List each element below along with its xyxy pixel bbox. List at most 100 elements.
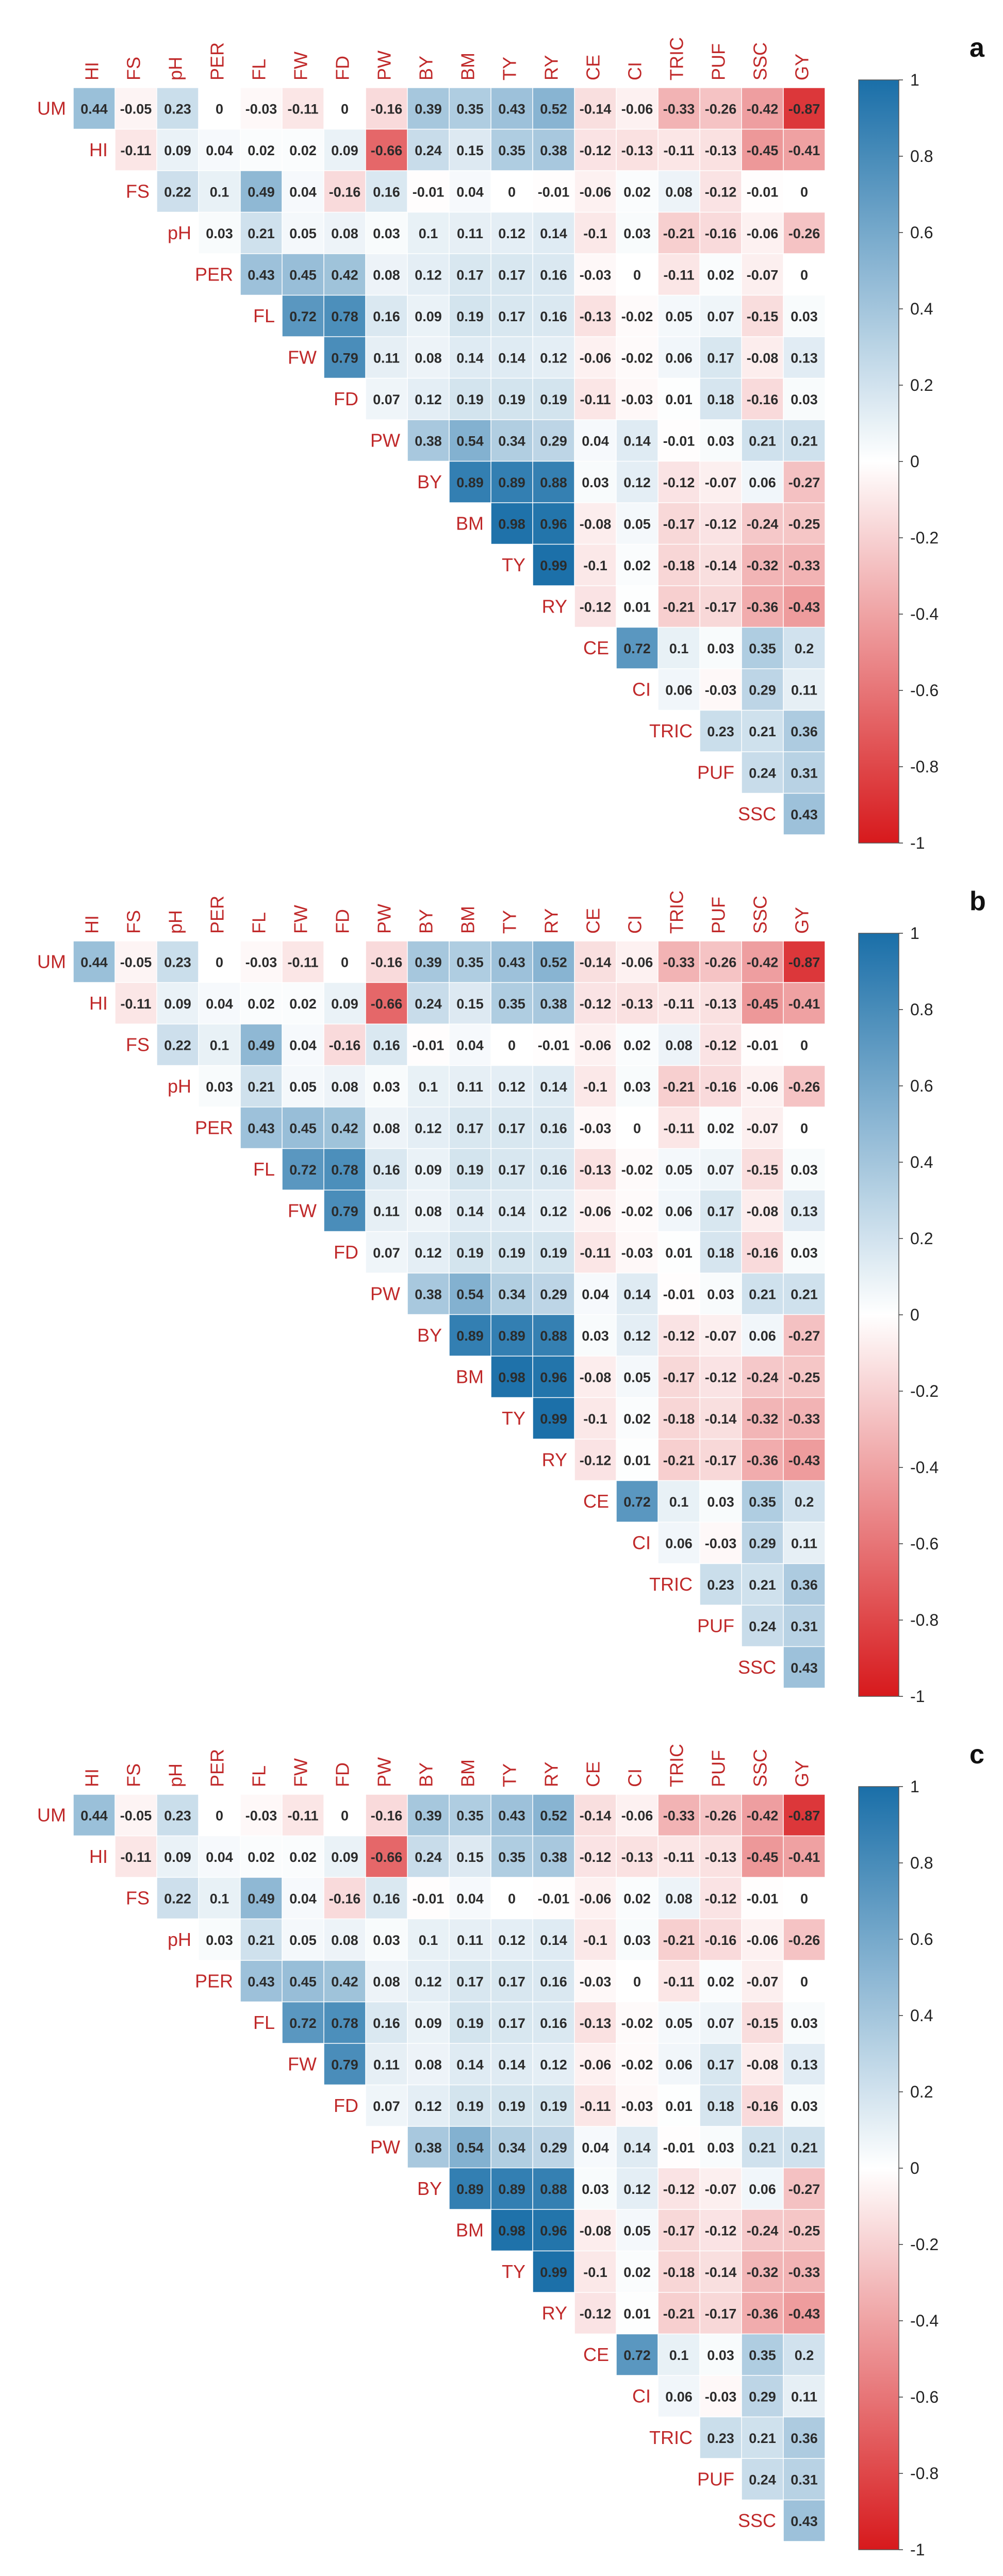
heatmap-cell (282, 254, 324, 295)
heatmap-cell (491, 88, 533, 129)
colorbar (858, 933, 899, 1697)
cell-value-label: 0.12 (498, 1079, 525, 1095)
cell-value-label: -0.1 (583, 1079, 607, 1095)
heatmap-cell (574, 337, 616, 378)
cell-value-label: 0.23 (164, 1808, 191, 1823)
cell-value-label: 0.03 (623, 1079, 651, 1095)
heatmap-cell (783, 2375, 825, 2417)
cell-value-label: -0.05 (120, 101, 152, 117)
cell-value-label: 0.02 (623, 1411, 651, 1427)
heatmap-cell (324, 983, 366, 1024)
column-label: SSC (750, 896, 771, 934)
cell-value-label: 0.08 (331, 1933, 358, 1948)
heatmap-cell (783, 1481, 825, 1522)
heatmap-cell (366, 1024, 407, 1065)
heatmap-cell (783, 2500, 825, 2541)
column-label: PW (374, 51, 395, 80)
cell-value-label: 0.35 (749, 2348, 776, 2363)
cell-value-label: 0.21 (791, 433, 818, 449)
heatmap-cell (783, 1877, 825, 1919)
cell-value-label: 0.03 (582, 2182, 609, 2197)
cell-value-label: -0.16 (747, 392, 779, 407)
heatmap-cell (199, 129, 240, 171)
heatmap-cell (324, 2002, 366, 2043)
row-label: RY (542, 1449, 567, 1470)
heatmap-cell (533, 503, 574, 544)
cell-value-label: 0.11 (791, 1535, 817, 1551)
colorbar-tick-label: 0 (910, 1306, 919, 1324)
heatmap-cell (199, 171, 240, 212)
column-label: FS (123, 910, 144, 934)
cell-value-label: 0.15 (456, 1850, 484, 1865)
row-label: TY (502, 2261, 525, 2282)
heatmap-cell (240, 1024, 282, 1065)
cell-value-label: 0.03 (791, 392, 818, 407)
cell-value-label: 0.02 (248, 1850, 275, 1865)
heatmap-cell (700, 1439, 742, 1480)
cell-value-label: 0.08 (415, 1203, 442, 1219)
cell-value-label: -0.26 (788, 226, 820, 241)
heatmap-cell (783, 1190, 825, 1231)
column-label: FS (123, 1763, 144, 1787)
heatmap-cell (574, 1836, 616, 1877)
row-label: pH (168, 222, 191, 243)
heatmap-cell (616, 1481, 658, 1522)
heatmap-cell (449, 2126, 491, 2168)
heatmap-cell (783, 461, 825, 503)
cell-value-label: 0.1 (210, 1037, 229, 1053)
cell-value-label: -0.26 (705, 1808, 737, 1823)
heatmap-cell (616, 1315, 658, 1356)
cell-value-label: 0.72 (289, 2016, 317, 2031)
cell-value-label: 0.14 (498, 2057, 525, 2072)
heatmap-cell (407, 941, 449, 982)
heatmap-cell (783, 2126, 825, 2168)
heatmap-cell (783, 2458, 825, 2500)
heatmap-cell (157, 941, 199, 982)
heatmap-cell (407, 212, 449, 254)
heatmap-cell (282, 1836, 324, 1877)
heatmap-cell (240, 1107, 282, 1148)
heatmap-cell (73, 88, 115, 129)
heatmap-cell (199, 88, 240, 129)
heatmap-cell (157, 1794, 199, 1836)
heatmap-cell (574, 420, 616, 461)
cell-value-label: -0.02 (621, 2057, 653, 2072)
heatmap-cell (407, 420, 449, 461)
cell-value-label: 0.34 (498, 1286, 525, 1302)
heatmap-cell (324, 88, 366, 129)
heatmap-cell (366, 1960, 407, 2002)
cell-value-label: 0.72 (289, 309, 317, 324)
heatmap-cell (324, 295, 366, 337)
heatmap-cell (700, 1232, 742, 1273)
heatmap-cell (783, 2002, 825, 2043)
cell-value-label: -0.07 (705, 2182, 737, 2197)
colorbar-tick-label: 0 (910, 2159, 919, 2177)
cell-value-label: -0.06 (580, 2057, 612, 2072)
cell-value-label: -0.17 (705, 599, 737, 615)
cell-value-label: 0.17 (707, 350, 734, 366)
heatmap-cell (282, 295, 324, 337)
colorbar-tick-label: 0.2 (910, 2083, 933, 2101)
heatmap-cell (449, 1960, 491, 2002)
cell-value-label: 0.03 (791, 2099, 818, 2114)
heatmap-cell (742, 1024, 783, 1065)
heatmap-cell (533, 1315, 574, 1356)
cell-value-label: 0.21 (749, 2140, 776, 2155)
heatmap-cell (658, 2126, 700, 2168)
heatmap-cell (533, 88, 574, 129)
heatmap-cell (324, 129, 366, 171)
heatmap-cell (240, 1794, 282, 1836)
cell-value-label: 0.04 (582, 2140, 609, 2155)
cell-value-label: -0.06 (621, 1808, 653, 1823)
heatmap-cell (658, 254, 700, 295)
heatmap-cell (449, 212, 491, 254)
cell-value-label: 0.16 (373, 1891, 400, 1906)
cell-value-label: 0.29 (749, 1535, 776, 1551)
heatmap-cell (282, 1024, 324, 1065)
cell-value-label: 0.03 (791, 309, 818, 324)
cell-value-label: -0.01 (538, 1037, 570, 1053)
heatmap-cell (533, 2002, 574, 2043)
cell-value-label: 0.98 (498, 2223, 525, 2238)
heatmap-cell (449, 254, 491, 295)
heatmap-cell (783, 420, 825, 461)
